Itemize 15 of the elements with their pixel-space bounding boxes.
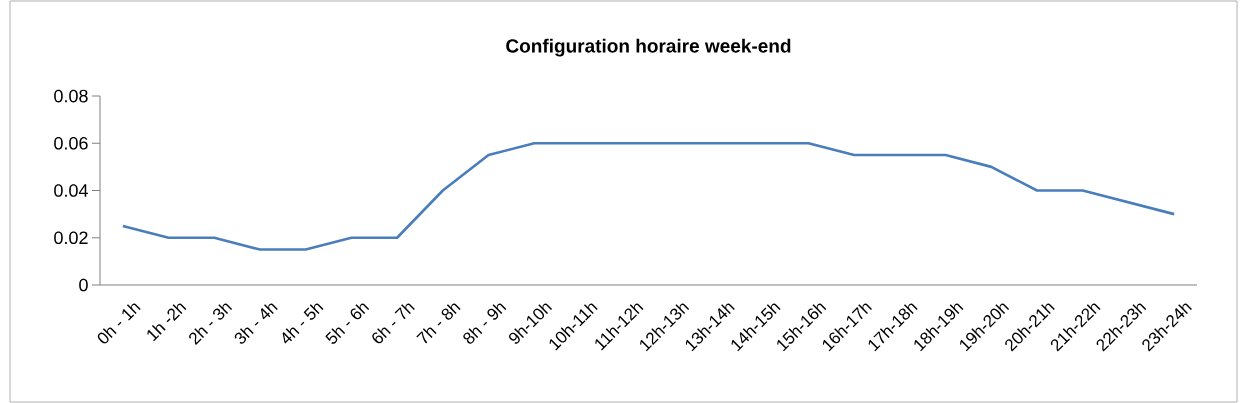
x-tick-label: 0h - 1h xyxy=(97,303,141,344)
y-tick-label: 0.08 xyxy=(54,89,88,103)
y-tick-label: 0.02 xyxy=(54,231,88,245)
x-tick-label: 6h - 7h xyxy=(372,303,415,344)
x-tick-label: 2h - 3h xyxy=(189,303,233,345)
y-tick-label: 0 xyxy=(79,278,88,292)
x-tick-label: 3h - 4h xyxy=(234,303,278,344)
y-tick-label: 0.06 xyxy=(54,136,88,150)
x-tick-label: 7h - 8h xyxy=(416,303,461,344)
x-tick-label: 5h - 6h xyxy=(325,303,370,344)
x-tick-label: 8h - 9h xyxy=(463,303,507,344)
x-tick-label: 4h - 5h xyxy=(282,303,324,344)
chart-title: Configuration horaire week-end xyxy=(506,38,791,57)
x-tick-label: 1h -2h xyxy=(147,303,187,342)
y-tick-label: 0.04 xyxy=(54,184,88,197)
